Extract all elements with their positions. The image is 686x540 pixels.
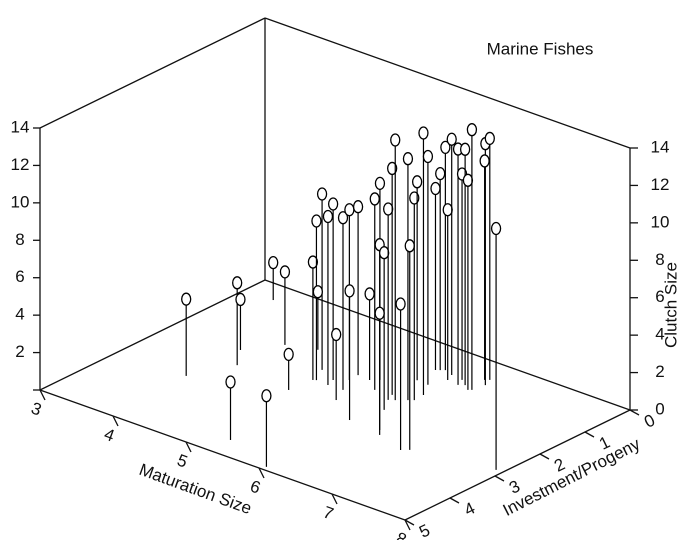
top-edge	[39, 17, 266, 129]
z-tick-label: 2	[15, 342, 24, 361]
x-tick	[112, 415, 119, 427]
y-tick-label: 5	[416, 520, 433, 540]
point	[418, 126, 429, 140]
y-tick	[404, 519, 415, 526]
point	[446, 132, 457, 146]
point	[283, 347, 294, 362]
z-tick-label: 12	[651, 175, 670, 194]
x-tick-label: 6	[248, 476, 263, 497]
z-tick-label: 6	[15, 267, 24, 286]
point	[261, 389, 272, 403]
z-tick-label: 10	[651, 212, 670, 231]
z-tick-label: 8	[15, 230, 24, 249]
top-edge	[264, 17, 631, 149]
point	[462, 173, 474, 187]
x-tick	[258, 467, 265, 479]
point	[374, 176, 386, 191]
point	[395, 297, 406, 311]
z-tick-label: 2	[655, 362, 664, 381]
point	[484, 131, 495, 146]
point	[279, 265, 291, 279]
z-axis-title: Clutch Size	[661, 262, 680, 348]
point	[331, 327, 342, 342]
point	[440, 140, 451, 155]
point	[402, 152, 414, 166]
y-tick	[629, 409, 640, 416]
x-tick-label: 5	[175, 450, 190, 471]
z-tick-label: 12	[11, 155, 30, 174]
y-tick	[584, 431, 595, 438]
x-tick-label: 8	[394, 528, 409, 540]
x-axis-title: Maturation Size	[137, 460, 254, 518]
z-tick-label: 6	[655, 287, 664, 306]
chart-title: Marine Fishes	[487, 39, 594, 58]
z-tick-label: 8	[655, 250, 664, 269]
point	[232, 276, 243, 290]
x-tick	[185, 441, 192, 453]
y-tick-label: 4	[461, 498, 478, 519]
point	[235, 292, 246, 307]
point	[442, 203, 453, 217]
z-tick-label: 4	[655, 325, 664, 344]
point	[307, 255, 319, 269]
point	[383, 202, 394, 216]
point	[352, 200, 364, 214]
point	[390, 133, 401, 147]
x-axis-line	[39, 389, 406, 521]
point	[490, 221, 502, 236]
point	[435, 167, 446, 181]
point	[387, 161, 398, 176]
z-tick-label: 4	[15, 305, 24, 324]
floor-edge	[39, 279, 266, 391]
point	[378, 246, 390, 260]
x-tick-label: 3	[29, 398, 44, 419]
point	[479, 154, 490, 168]
point	[411, 175, 423, 189]
point	[374, 306, 385, 320]
x-tick	[39, 389, 46, 401]
point	[369, 192, 380, 206]
point	[404, 239, 415, 253]
point	[344, 284, 355, 298]
point	[322, 209, 334, 224]
point	[430, 181, 441, 196]
point	[364, 287, 375, 301]
point	[225, 375, 236, 389]
point	[311, 214, 322, 228]
point	[466, 123, 478, 137]
z-tick-label: 14	[11, 117, 30, 136]
y-tick	[539, 453, 550, 460]
y-axis-line	[404, 409, 631, 521]
point	[316, 187, 328, 201]
point	[422, 149, 434, 164]
x-tick-label: 4	[102, 424, 117, 445]
point	[181, 292, 192, 306]
y-tick	[449, 497, 460, 504]
x-tick-label: 7	[321, 502, 336, 523]
z-tick-label: 0	[655, 399, 664, 418]
point	[337, 211, 349, 225]
x-tick	[404, 519, 411, 531]
z-tick-label: 14	[651, 137, 670, 156]
y-axis-title: Investment/Progeny	[500, 434, 644, 520]
x-tick	[331, 493, 338, 505]
point	[327, 197, 339, 211]
point	[268, 255, 279, 270]
z-tick-label: 10	[11, 192, 30, 211]
point	[459, 142, 471, 156]
point	[344, 203, 355, 217]
y-tick	[494, 475, 505, 482]
point	[312, 285, 324, 299]
